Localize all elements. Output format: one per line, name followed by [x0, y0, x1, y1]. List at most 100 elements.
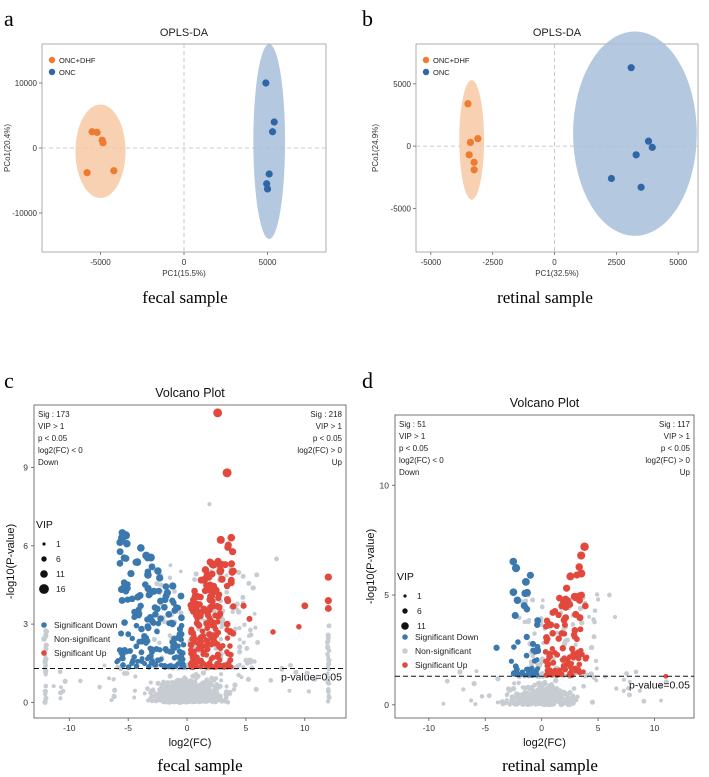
x-axis-label: log2(FC): [169, 737, 212, 749]
volcano-point: [177, 592, 185, 600]
volcano-point: [138, 625, 145, 633]
volcano-point: [199, 628, 206, 634]
opls-da-chart-retinal: OPLS-DA -5000 -2500 0 2500 5000 5000 0 -5000 PC1(…: [371, 27, 699, 278]
y-axis-label: -log10(P-value): [5, 524, 17, 599]
legend-marker: [402, 662, 408, 668]
volcano-point: [171, 698, 177, 703]
data-point: [470, 158, 478, 166]
volcano-point: [187, 660, 194, 667]
caption-b: retinal sample: [497, 288, 593, 307]
volcano-point: [218, 683, 223, 689]
right-annotation-line: log2(FC) > 0: [297, 446, 342, 455]
volcano-point: [189, 698, 195, 704]
volcano-point: [560, 664, 567, 671]
volcano-point: [207, 502, 212, 507]
volcano-point: [250, 585, 256, 591]
volcano-point: [549, 629, 556, 637]
volcano-point: [545, 661, 552, 668]
data-point: [466, 138, 475, 146]
volcano-point: [538, 660, 544, 666]
volcano-point: [534, 643, 541, 650]
volcano-point: [224, 573, 229, 578]
x-axis-label: log2(FC): [523, 737, 566, 749]
volcano-point: [520, 602, 528, 610]
volcano-point: [170, 692, 175, 697]
volcano-point: [193, 571, 199, 577]
volcano-point: [102, 663, 107, 668]
volcano-point: [547, 621, 555, 629]
volcano-point: [204, 625, 211, 632]
volcano-point: [138, 649, 145, 656]
volcano-point: [570, 701, 576, 706]
volcano-point: [188, 605, 195, 613]
legend-marker: [422, 56, 430, 64]
volcano-point: [242, 622, 247, 628]
volcano-point: [495, 676, 501, 682]
volcano-point: [158, 656, 164, 662]
y-tick-label: 0: [33, 144, 38, 153]
volcano-point: [574, 698, 579, 703]
volcano-point: [161, 698, 168, 704]
volcano-point: [268, 678, 274, 683]
volcano-point: [246, 633, 251, 638]
volcano-point: [209, 675, 215, 681]
volcano-point: [565, 659, 571, 665]
volcano-point: [495, 700, 500, 705]
y-tick-label: -10000: [12, 209, 37, 218]
volcano-point: [525, 685, 531, 691]
volcano-point: [212, 586, 220, 594]
volcano-point: [555, 694, 560, 699]
data-point: [627, 64, 635, 72]
chart-title: OPLS-DA: [160, 27, 209, 39]
volcano-point: [525, 618, 531, 625]
volcano-point: [228, 568, 236, 576]
volcano-point: [240, 602, 247, 609]
volcano-point: [206, 663, 212, 670]
x-tick-label: -5: [481, 723, 489, 733]
volcano-point: [554, 686, 560, 692]
confidence-ellipse: [573, 31, 697, 236]
volcano-point: [116, 538, 124, 547]
volcano-point: [658, 683, 664, 689]
vip-size-label: 1: [417, 591, 422, 601]
volcano-point: [543, 682, 548, 687]
vip-size-marker: [403, 594, 407, 598]
volcano-point: [180, 641, 187, 648]
volcano-point: [51, 684, 56, 689]
volcano-point: [224, 649, 230, 655]
volcano-point: [43, 669, 49, 675]
volcano-point: [581, 683, 587, 689]
volcano-point: [133, 674, 138, 679]
legend-marker: [48, 56, 56, 64]
volcano-point: [142, 691, 147, 696]
data-point: [607, 174, 616, 183]
volcano-point: [293, 669, 299, 675]
confidence-ellipse: [253, 44, 286, 239]
volcano-point: [132, 695, 137, 700]
volcano-point: [170, 682, 176, 687]
volcano-point: [214, 618, 221, 625]
volcano-point: [111, 677, 116, 682]
volcano-point: [214, 641, 221, 647]
volcano-point: [306, 689, 312, 694]
volcano-point: [592, 608, 598, 614]
volcano-point: [223, 620, 231, 628]
volcano-point: [142, 661, 148, 667]
volcano-point: [154, 567, 162, 575]
volcano-point: [180, 661, 186, 667]
volcano-point: [179, 677, 184, 683]
volcano-point: [486, 693, 492, 699]
legend-label: ONC: [433, 68, 450, 77]
volcano-point: [223, 692, 230, 698]
volcano-point: [222, 468, 232, 478]
volcano-point: [230, 603, 237, 610]
volcano-point: [230, 609, 235, 614]
volcano-point: [542, 697, 548, 703]
right-annotation-line: log2(FC) > 0: [645, 456, 690, 465]
volcano-point: [120, 662, 126, 668]
x-tick-label: 0: [185, 723, 190, 733]
volcano-point: [60, 688, 66, 694]
volcano-point: [154, 581, 160, 587]
volcano-point: [627, 692, 632, 698]
data-point: [270, 118, 278, 126]
